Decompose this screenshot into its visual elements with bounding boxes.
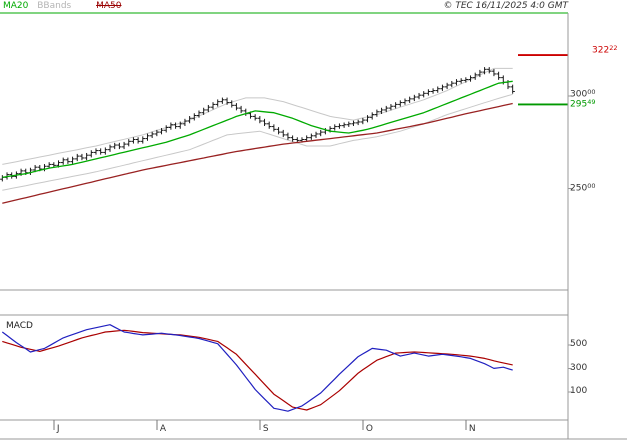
- price-decimals: 49: [587, 98, 596, 106]
- legend-ma50-label: MA50: [96, 1, 122, 11]
- price-decimals: 00: [587, 88, 596, 96]
- price-axis-label-300: 30000: [570, 89, 595, 100]
- legend-ma20-label: MA20: [3, 1, 29, 11]
- price-integer: 250: [570, 183, 588, 194]
- resistance-price-label: 32222: [592, 45, 617, 56]
- support-price-label: 29549: [570, 99, 595, 110]
- indicator-legend: MA20 BBands MA50: [3, 1, 121, 12]
- legend-bbands-label: BBands: [37, 1, 72, 11]
- macd-axis-label-100: 100: [570, 386, 588, 396]
- price-decimals: 00: [587, 182, 596, 190]
- price-axis-label-250: 25000: [570, 183, 595, 194]
- price-integer: 295: [570, 99, 588, 110]
- macd-axis-label-300: 300: [570, 363, 588, 373]
- price-integer: 300: [570, 89, 588, 100]
- price-integer: 322: [592, 45, 610, 56]
- macd-axis-label-500: 500: [570, 339, 588, 349]
- macd-panel-label: MACD: [6, 321, 33, 331]
- price-decimals: 22: [609, 44, 618, 52]
- copyright-text: © TEC 16/11/2025 4:0 GMT: [443, 1, 568, 11]
